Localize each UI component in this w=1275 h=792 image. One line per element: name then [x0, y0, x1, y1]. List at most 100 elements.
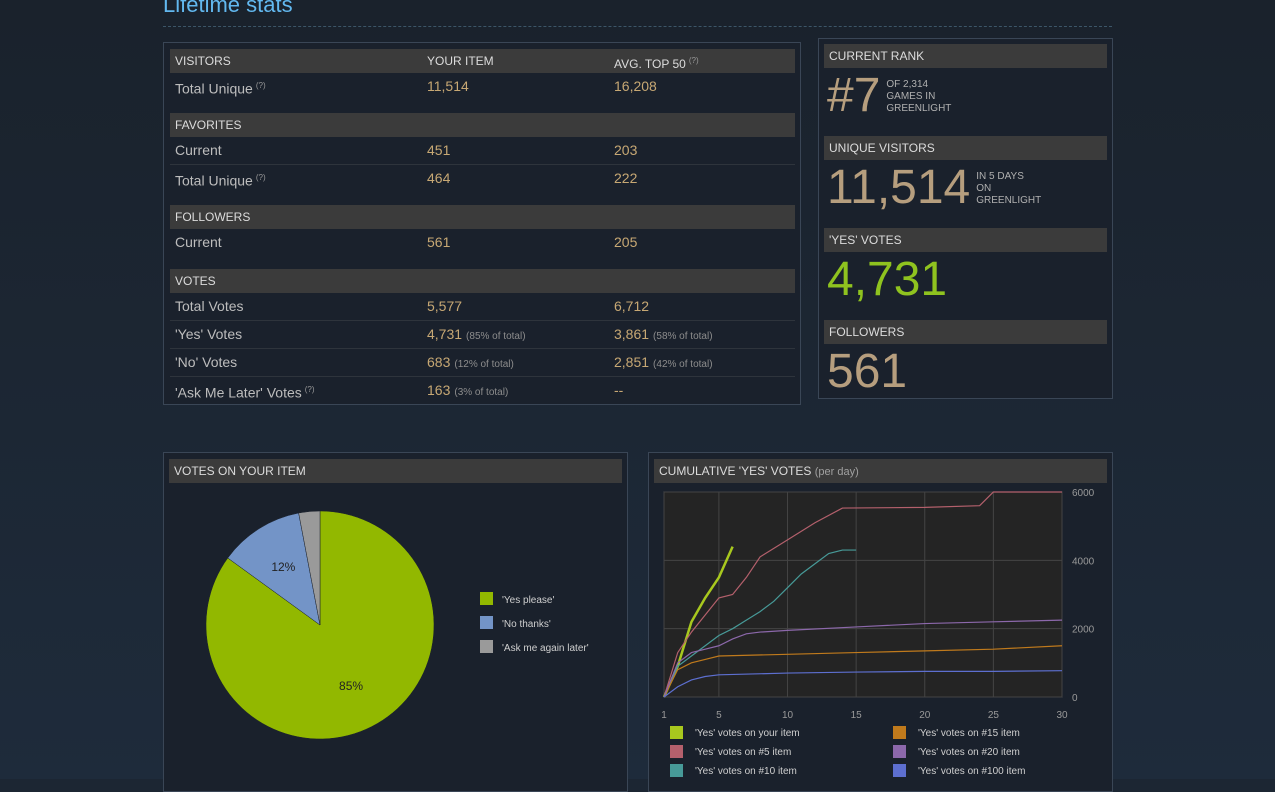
summary-value: 4,731	[827, 253, 948, 306]
row-label: Current	[175, 142, 222, 158]
row-label: 'Ask Me Later' Votes (?)	[175, 384, 315, 401]
stats-row: Total Unique (?) 11,514 16,208	[170, 73, 795, 100]
item-note: (85% of total)	[466, 331, 526, 342]
slice-label: 12%	[271, 560, 295, 574]
summary-note-line: ON	[976, 183, 992, 194]
avg-note: (58% of total)	[653, 331, 713, 342]
legend-swatch	[480, 640, 493, 653]
item-value: 4,731 (85% of total)	[427, 326, 526, 342]
x-tick-label: 10	[782, 710, 794, 721]
x-tick-label: 15	[851, 710, 863, 721]
legend-label: 'Yes' votes on #15 item	[918, 728, 1020, 739]
help-icon: (?)	[688, 56, 699, 65]
stats-row: 'No' Votes 683 (12% of total) 2,851 (42% of …	[170, 349, 795, 377]
avg-note: (42% of total)	[653, 359, 713, 370]
line-subtitle: (per day)	[814, 466, 859, 478]
row-label: 'Yes' Votes	[175, 326, 243, 342]
section-header: FAVORITES	[170, 113, 795, 137]
x-tick-label: 20	[919, 710, 931, 721]
pie-slice	[298, 510, 321, 626]
row-label: Total Unique (?)	[175, 172, 266, 189]
section-title: FAVORITES	[175, 118, 242, 132]
avg-value: --	[614, 382, 624, 398]
avg-value: 222	[614, 170, 638, 186]
summary-body: 561	[824, 344, 1107, 397]
item-value: 5,577	[427, 298, 463, 314]
x-tick-label: 30	[1056, 710, 1068, 721]
row-label: 'No' Votes	[175, 354, 238, 370]
summary-value: 561	[827, 345, 908, 398]
summary-note-line: GREENLIGHT	[886, 103, 952, 114]
item-note: (3% of total)	[454, 387, 509, 398]
item-value: 163 (3% of total)	[427, 382, 509, 398]
summary-body: 4,731	[824, 252, 1107, 305]
section-title: VOTES	[175, 274, 216, 288]
avg-value: 203	[614, 142, 638, 158]
y-tick-label: 0	[1072, 693, 1078, 704]
stats-row: Current 561 205	[170, 229, 795, 256]
section-header: FOLLOWERS	[170, 205, 795, 229]
row-label: Total Unique (?)	[175, 80, 266, 97]
legend-swatch	[480, 616, 493, 629]
x-tick-label: 1	[661, 710, 667, 721]
help-icon: (?)	[304, 385, 315, 394]
slice-label: 85%	[339, 679, 363, 693]
legend-swatch	[893, 764, 906, 777]
item-value: 11,514	[427, 78, 469, 94]
line-title: CUMULATIVE 'YES' VOTES (per day)	[654, 459, 1107, 483]
column-header: YOUR ITEM	[427, 54, 494, 68]
summary-note: OF 2,314 GAMES IN GREENLIGHT	[886, 79, 951, 115]
x-tick-label: 25	[988, 710, 1000, 721]
avg-value: 16,208	[614, 78, 657, 94]
stats-row: 'Yes' Votes 4,731 (85% of total) 3,861 (58% …	[170, 321, 795, 349]
legend-swatch	[670, 726, 683, 739]
pie-title: VOTES ON YOUR ITEM	[169, 459, 622, 483]
help-icon: (?)	[255, 173, 266, 182]
item-value: 683 (12% of total)	[427, 354, 514, 370]
summary-note-line: GREENLIGHT	[976, 195, 1042, 206]
legend-label: 'Yes' votes on #10 item	[695, 766, 797, 777]
pie-slice	[205, 510, 435, 740]
avg-value: 3,861 (58% of total)	[614, 326, 713, 342]
item-value: 464	[427, 170, 451, 186]
section-title: FOLLOWERS	[175, 210, 251, 224]
avg-value: 2,851 (42% of total)	[614, 354, 713, 370]
legend-swatch	[670, 745, 683, 758]
summary-note-line: GAMES IN	[886, 91, 936, 102]
legend-swatch	[480, 592, 493, 605]
legend-swatch	[670, 764, 683, 777]
summary-block: UNIQUE VISITORS 11,514 IN 5 DAYS ON GREENLIG…	[824, 136, 1107, 228]
summary-title: FOLLOWERS	[824, 320, 1107, 344]
summary-body: 11,514 IN 5 DAYS ON GREENLIGHT	[824, 160, 1107, 213]
legend-label: 'Ask me again later'	[502, 643, 589, 654]
stats-panel: VISITORS YOUR ITEM AVG. TOP 50 (?) Total Uni…	[163, 42, 801, 405]
section-header: VISITORS YOUR ITEM AVG. TOP 50 (?)	[170, 49, 795, 73]
summary-title: 'YES' VOTES	[824, 228, 1107, 252]
line-title-text: CUMULATIVE 'YES' VOTES	[659, 464, 812, 478]
row-label: Current	[175, 234, 222, 250]
help-icon: (?)	[255, 81, 266, 90]
title-rule	[163, 26, 1112, 27]
summary-value: 11,514	[827, 161, 971, 214]
section-header: VOTES	[170, 269, 795, 293]
item-note: (12% of total)	[454, 359, 514, 370]
summary-note-line: OF 2,314	[886, 79, 929, 90]
page-title: Lifetime stats	[163, 0, 293, 17]
stats-row: Total Unique (?) 464 222	[170, 165, 795, 192]
series-line	[663, 670, 1063, 698]
column-header: AVG. TOP 50 (?)	[614, 56, 699, 71]
stats-section: FAVORITES Current 451 203 Total Unique (?) 464…	[170, 113, 795, 192]
stats-row: 'Ask Me Later' Votes (?) 163 (3% of total) -…	[170, 377, 795, 404]
legend-label: 'Yes' votes on #5 item	[695, 747, 791, 758]
summary-note-line: IN 5 DAYS	[976, 171, 1024, 182]
summary-title: CURRENT RANK	[824, 44, 1107, 68]
plot-area	[663, 491, 1063, 698]
stats-row: Total Votes 5,577 6,712	[170, 293, 795, 321]
summary-title: UNIQUE VISITORS	[824, 136, 1107, 160]
legend-label: 'No thanks'	[502, 619, 551, 630]
item-value: 451	[427, 142, 451, 158]
series-line	[663, 549, 857, 698]
